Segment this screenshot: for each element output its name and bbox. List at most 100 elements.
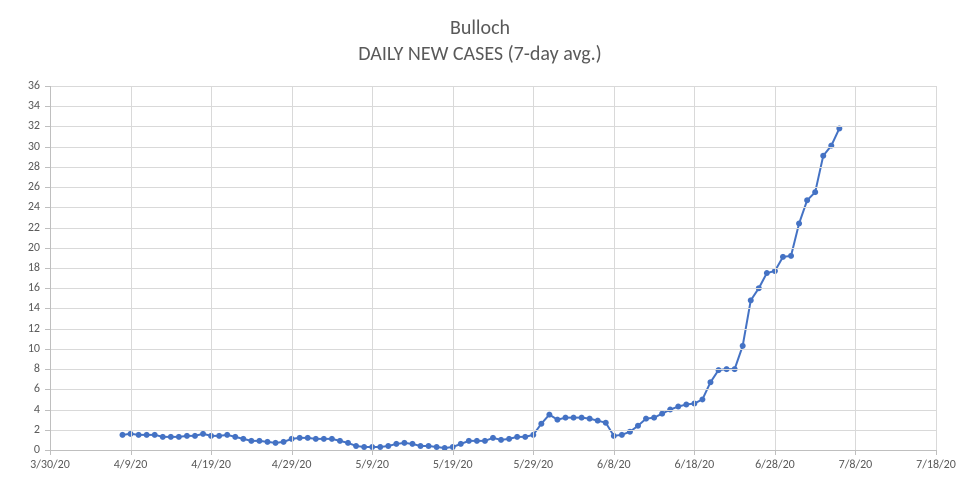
y-tick-label: 32 [0,119,40,133]
series-marker [562,415,568,421]
series-marker [595,418,601,424]
series-marker [313,436,319,442]
gridline-vertical [131,86,132,450]
gridline-horizontal [50,410,936,411]
gridline-vertical [533,86,534,450]
series-marker [184,433,190,439]
y-tick-label: 28 [0,160,40,174]
gridline-horizontal [50,369,936,370]
series-marker [804,197,810,203]
gridline-horizontal [50,430,936,431]
series-marker [337,438,343,444]
series-marker [764,270,770,276]
series-marker [329,436,335,442]
gridline-horizontal [50,329,936,330]
series-marker [192,433,198,439]
series-marker [635,423,641,429]
y-tick-label: 6 [0,382,40,396]
series-marker [579,415,585,421]
series-marker [401,440,407,446]
series-marker [418,443,424,449]
x-tick-label: 6/18/20 [675,458,715,472]
series-marker [200,431,206,437]
y-tick-label: 8 [0,362,40,376]
x-tick-label: 7/8/20 [839,458,873,472]
x-tick-mark [936,450,937,455]
series-marker [297,435,303,441]
gridline-horizontal [50,187,936,188]
series-line [0,0,960,502]
gridline-horizontal [50,248,936,249]
gridline-vertical [855,86,856,450]
series-marker [788,253,794,259]
series-marker [160,434,166,440]
series-marker [136,432,142,438]
series-marker [426,443,432,449]
series-marker [716,367,722,373]
y-axis-line [50,86,51,450]
series-marker [281,439,287,445]
series-marker [820,153,826,159]
x-tick-label: 5/29/20 [513,458,553,472]
gridline-vertical [211,86,212,450]
gridline-horizontal [50,389,936,390]
x-tick-label: 6/8/20 [597,458,631,472]
gridline-horizontal [50,288,936,289]
y-tick-label: 22 [0,221,40,235]
series-marker [643,416,649,422]
y-tick-label: 4 [0,403,40,417]
series-marker [514,434,520,440]
x-tick-label: 4/19/20 [191,458,231,472]
series-marker [474,438,480,444]
series-marker [248,438,254,444]
x-tick-label: 6/28/20 [755,458,795,472]
series-marker [393,441,399,447]
x-tick-label: 4/9/20 [114,458,148,472]
series-marker [232,434,238,440]
series-marker [240,436,246,442]
series-marker [353,443,359,449]
series-marker [828,143,834,149]
series-marker [409,441,415,447]
gridline-vertical [614,86,615,450]
x-axis-line [50,450,936,451]
y-tick-label: 26 [0,180,40,194]
gridline-vertical [372,86,373,450]
series-marker [683,402,689,408]
series-marker [144,432,150,438]
series-marker [587,416,593,422]
series-marker [482,438,488,444]
gridline-horizontal [50,268,936,269]
gridline-vertical [292,86,293,450]
series-marker [273,440,279,446]
series-marker [305,435,311,441]
series-marker [152,432,158,438]
gridline-horizontal [50,349,936,350]
series-marker [119,432,125,438]
x-tick-label: 5/19/20 [433,458,473,472]
series-marker [812,189,818,195]
series-marker [345,440,351,446]
y-tick-label: 34 [0,99,40,113]
y-tick-label: 0 [0,443,40,457]
y-tick-label: 30 [0,140,40,154]
gridline-vertical [453,86,454,450]
series-marker [651,415,657,421]
series-marker [659,411,665,417]
y-tick-label: 12 [0,322,40,336]
series-marker [176,434,182,440]
gridline-horizontal [50,167,936,168]
y-tick-label: 20 [0,241,40,255]
gridline-horizontal [50,228,936,229]
series-marker [748,297,754,303]
gridline-horizontal [50,207,936,208]
y-tick-label: 36 [0,79,40,93]
gridline-horizontal [50,106,936,107]
x-tick-label: 4/29/20 [272,458,312,472]
gridline-horizontal [50,126,936,127]
series-marker [490,435,496,441]
series-marker [168,434,174,440]
gridline-vertical [775,86,776,450]
x-tick-label: 5/9/20 [355,458,389,472]
gridline-horizontal [50,147,936,148]
